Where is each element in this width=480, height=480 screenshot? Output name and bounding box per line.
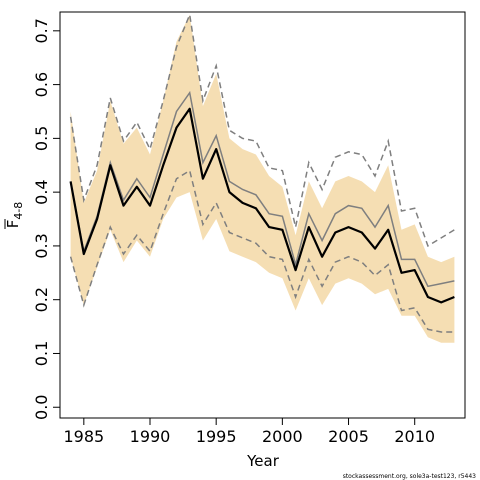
y-tick-label: 0.0 [32, 395, 51, 420]
chart-marks [69, 11, 455, 343]
x-tick-label: 1985 [63, 427, 104, 446]
x-tick-label: 1995 [196, 427, 237, 446]
y-tick-label: 0.3 [32, 233, 51, 258]
y-tick-label: 0.5 [32, 126, 51, 151]
plot-frame [59, 11, 466, 419]
reference-line [69, 90, 455, 288]
reference-upper-line [69, 11, 455, 248]
y-tick-label: 0.7 [32, 18, 51, 43]
x-tick-label: 1990 [130, 427, 171, 446]
y-axis: 0.0 0.1 0.2 0.3 0.4 0.5 0.6 0.7 [32, 18, 60, 420]
x-axis-title: Year [246, 452, 280, 470]
y-axis-title-sub: 4-8 [12, 202, 25, 220]
footnote: stockassessment.org, sole3a-test123, r54… [343, 473, 476, 480]
y-axis-title-main: F [4, 220, 22, 229]
y-tick-label: 0.2 [32, 287, 51, 312]
x-tick-label: 2000 [262, 427, 303, 446]
svg-text:F4-8: F4-8 [4, 202, 25, 229]
reference-lower-line [69, 169, 455, 333]
x-tick-label: 2005 [328, 427, 369, 446]
estimate-line [69, 107, 455, 304]
x-axis: 1985 1990 1995 2000 2005 2010 [63, 418, 435, 446]
y-tick-label: 0.4 [32, 179, 51, 204]
y-tick-label: 0.1 [32, 341, 51, 366]
y-tick-label: 0.6 [32, 72, 51, 97]
x-tick-label: 2010 [394, 427, 435, 446]
y-axis-title: F4-8 [4, 202, 25, 229]
